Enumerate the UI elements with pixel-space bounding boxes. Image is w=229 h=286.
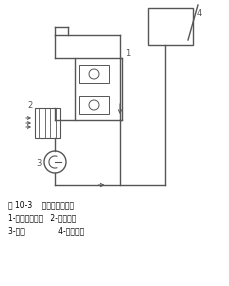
Bar: [75, 58, 122, 120]
Text: 1: 1: [125, 49, 130, 57]
Bar: [35, 108, 60, 138]
Text: 3: 3: [37, 160, 42, 168]
Text: 3-水泵              4-膨胀水箱: 3-水泵 4-膨胀水箱: [8, 226, 84, 235]
Text: 图 10-3    闭式系统示意图: 图 10-3 闭式系统示意图: [8, 200, 74, 209]
Text: 2: 2: [28, 102, 33, 110]
Circle shape: [89, 100, 99, 110]
Text: 4: 4: [197, 9, 202, 17]
Text: 1-空气处理设备   2-空调主机: 1-空气处理设备 2-空调主机: [8, 213, 76, 222]
Bar: [79, 96, 109, 114]
Bar: [79, 65, 109, 83]
Circle shape: [44, 151, 66, 173]
Circle shape: [89, 69, 99, 79]
Bar: [148, 8, 193, 45]
